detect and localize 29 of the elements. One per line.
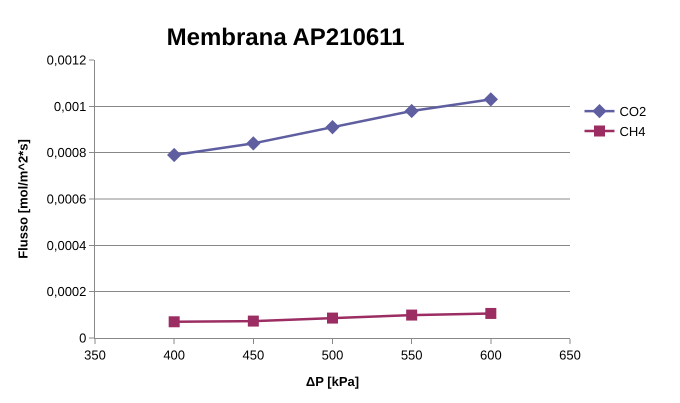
x-tick-label: 500: [322, 348, 344, 363]
legend-label: CO2: [620, 104, 646, 120]
chart-title: Membrana AP210611: [166, 24, 405, 52]
y-tick-label: 0,001: [54, 98, 86, 114]
point: [325, 120, 340, 134]
point: [248, 316, 259, 327]
x-axis-title: ΔP [kPa]: [306, 374, 360, 390]
point: [168, 316, 180, 328]
y-tick-label: 0,0004: [46, 238, 86, 253]
y-tick-label: 0,0012: [46, 52, 86, 68]
point: [485, 308, 496, 319]
y-tick-label: 0,0008: [46, 145, 86, 160]
point: [327, 312, 338, 324]
x-tick-label: 550: [400, 348, 423, 363]
x-tick-label: 450: [242, 348, 264, 363]
point: [404, 104, 419, 118]
y-axis-title: Flusso [mol/m^2*s]: [16, 139, 31, 259]
x-tick-label: 350: [84, 348, 106, 363]
x-tick-label: 650: [559, 348, 581, 363]
point: [246, 136, 260, 151]
point: [406, 310, 418, 321]
point: [484, 92, 498, 107]
x-tick-label: 400: [163, 348, 186, 363]
y-tick-label: 0,0006: [46, 192, 86, 207]
x-tick-label: 600: [480, 348, 502, 363]
y-tick-label: 0,0002: [46, 284, 86, 300]
legend-label: CH4: [620, 124, 646, 140]
y-tick-label: 0: [79, 330, 86, 346]
point: [167, 148, 182, 162]
